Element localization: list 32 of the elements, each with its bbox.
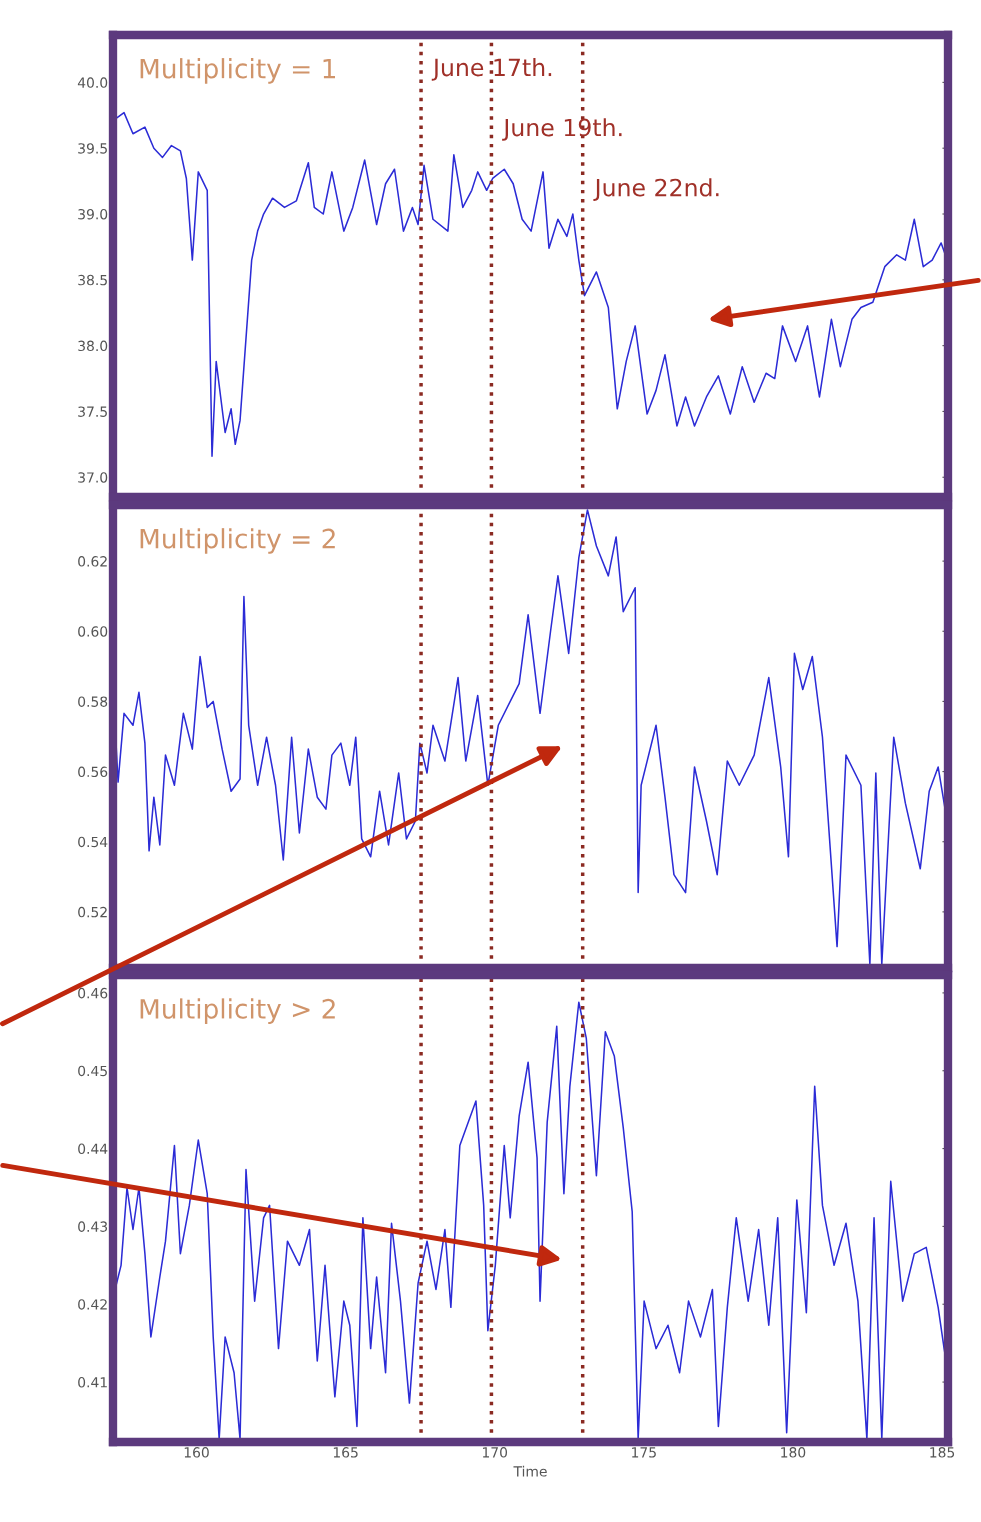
y-tick-label: 0.46 xyxy=(78,987,108,999)
y-tick-label: 40.0 xyxy=(77,77,108,88)
y-tick-label: 0.62 xyxy=(78,556,107,567)
ref-line-label: June 17th. xyxy=(431,58,552,81)
y-tick-label: 0.41 xyxy=(78,1377,107,1388)
ref-line-label: June 19th. xyxy=(502,118,622,141)
y-tick-label: 0.56 xyxy=(78,766,108,778)
x-tick-label: 185 xyxy=(930,1447,955,1458)
x-tick-label: 170 xyxy=(482,1447,508,1458)
x-axis-title: Time xyxy=(513,1465,547,1477)
y-tick-label: 0.42 xyxy=(78,1299,107,1310)
y-tick-label: 0.45 xyxy=(78,1065,107,1077)
x-tick-label: 180 xyxy=(781,1447,806,1458)
y-tick-label: 39.5 xyxy=(78,143,107,154)
annotation: Multiplicity = 2 xyxy=(140,528,335,554)
ref-line-label: June 22nd. xyxy=(593,178,719,201)
x-tick-label: 160 xyxy=(184,1447,209,1458)
y-tick-label: 0.52 xyxy=(78,906,107,918)
y-tick-label: 0.54 xyxy=(78,836,108,848)
y-tick-label: 0.58 xyxy=(78,696,108,707)
x-tick-label: 175 xyxy=(632,1447,656,1458)
y-tick-label: 38.5 xyxy=(78,274,107,286)
y-tick-label: 0.43 xyxy=(78,1221,108,1232)
y-tick-label: 37.5 xyxy=(78,406,107,417)
y-tick-label: 0.60 xyxy=(78,626,108,637)
y-tick-label: 0.44 xyxy=(78,1143,108,1155)
x-tick-label: 165 xyxy=(333,1447,358,1458)
y-tick-label: 39.0 xyxy=(78,208,108,220)
annotation: Multiplicity = 1 xyxy=(140,58,336,84)
annotation: Multiplicity > 2 xyxy=(140,998,335,1024)
y-tick-label: 37.0 xyxy=(78,472,108,483)
y-tick-label: 38.0 xyxy=(78,340,108,352)
